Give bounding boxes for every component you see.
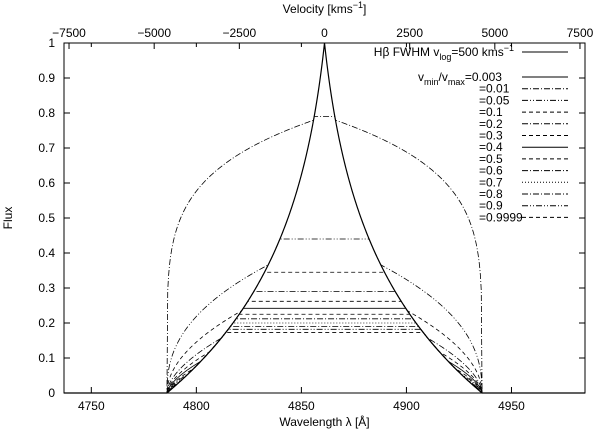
series-curve <box>64 318 585 394</box>
axis-tick-labels: 4750 4800 4850 4900 4950 0 0.1 0.2 0.3 0.4 0.5 0.6 0… <box>38 26 593 413</box>
series-curve <box>64 322 585 394</box>
legend: Hβ FWHM vlog=500 kms−1 vmin/vmax=0.003 =… <box>374 43 568 224</box>
x-tick-label: 4750 <box>78 399 105 413</box>
y-tick-label: 0.4 <box>38 246 55 260</box>
top-axis-title: Velocity [kms−1] <box>283 0 367 16</box>
y-tick-label: 0 <box>48 386 55 400</box>
legend-title: Hβ FWHM vlog=500 kms−1 <box>374 43 514 62</box>
x-tick-label: 4900 <box>393 399 420 413</box>
x-tick-label: 4950 <box>498 399 525 413</box>
legend-label: =0.3 <box>479 129 503 143</box>
x-tick-label: 4800 <box>183 399 210 413</box>
series-curve <box>64 313 585 394</box>
series-curve <box>64 271 585 394</box>
series-curve <box>64 291 585 394</box>
y-tick-label: 0.3 <box>38 281 55 295</box>
legend-label: =0.7 <box>479 175 503 189</box>
top-tick-label: −5000 <box>137 26 171 40</box>
y-tick-label: 0.5 <box>38 211 55 225</box>
series-curve <box>64 332 585 394</box>
y-tick-label: 0.9 <box>38 71 55 85</box>
top-tick-label: 7500 <box>567 26 594 40</box>
series-curves <box>64 42 585 394</box>
x-axis-title: Wavelength λ [Å] <box>279 414 369 429</box>
series-curve <box>64 116 585 394</box>
y-tick-label: 0.1 <box>38 351 55 365</box>
legend-label: =0.1 <box>479 105 503 119</box>
legend-label: =0.5 <box>479 152 503 166</box>
series-curve <box>64 328 585 394</box>
legend-label: =0.6 <box>479 164 503 178</box>
legend-label: =0.9 <box>479 199 503 213</box>
top-tick-label: −2500 <box>222 26 256 40</box>
y-tick-label: 0.6 <box>38 176 55 190</box>
legend-label: =0.05 <box>479 93 510 107</box>
y-tick-label: 1 <box>48 36 55 50</box>
top-tick-label: 0 <box>321 26 328 40</box>
series-curve <box>64 300 585 394</box>
series-curve <box>64 307 585 394</box>
legend-label: =0.8 <box>479 187 503 201</box>
x-tick-label: 4850 <box>288 399 315 413</box>
top-tick-label: 5000 <box>481 26 508 40</box>
legend-ratio-head: vmin/vmax=0.003 <box>418 70 502 87</box>
top-tick-label: −7500 <box>52 26 86 40</box>
top-tick-label: 2500 <box>396 26 423 40</box>
legend-label: =0.01 <box>479 82 510 96</box>
y-tick-label: 0.8 <box>38 106 55 120</box>
legend-label: =0.9999 <box>479 210 523 224</box>
y-tick-label: 0.7 <box>38 141 55 155</box>
series-curve <box>64 238 585 394</box>
y-tick-label: 0.2 <box>38 316 55 330</box>
y-axis-title: Flux <box>1 207 15 230</box>
series-curve <box>64 326 585 394</box>
legend-label: =0.2 <box>479 117 503 131</box>
legend-label: =0.4 <box>479 140 503 154</box>
